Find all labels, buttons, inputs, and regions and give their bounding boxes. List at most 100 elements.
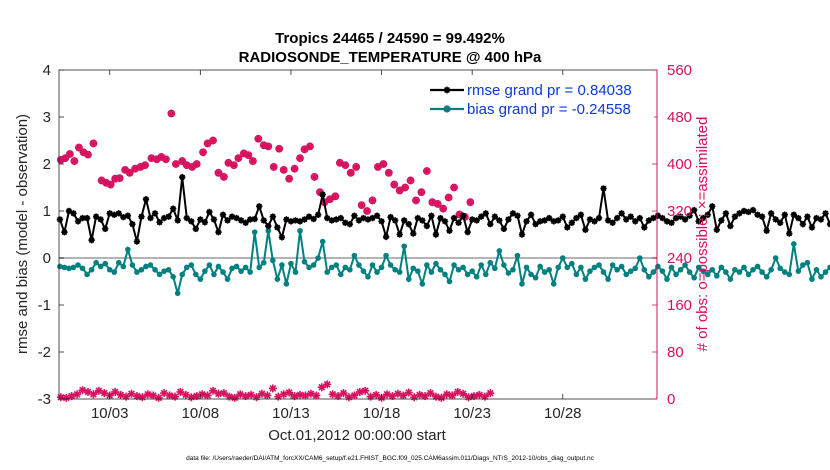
rmse-point-star [645, 217, 653, 224]
count-assimilated-point [404, 388, 413, 397]
rmse-point-star [455, 219, 462, 226]
rmse-point-star [641, 224, 648, 231]
rmse-point-star [555, 217, 562, 224]
chart-title: Tropics 24465 / 24590 = 99.492% [275, 30, 505, 47]
y-tick-label-left: -3 [38, 391, 51, 408]
count-possible-cross [199, 148, 207, 156]
rmse-point-star [595, 214, 603, 222]
count-possible-cross [116, 174, 124, 182]
rmse-point-star [151, 210, 159, 217]
bias-point [763, 274, 770, 280]
bias-point [709, 266, 716, 273]
rmse-point-star [278, 234, 286, 241]
rmse-point-star [822, 210, 829, 217]
bias-point [469, 268, 475, 274]
bias-point [93, 259, 99, 266]
bias-point [57, 263, 63, 270]
bias-point [446, 278, 453, 285]
x-tick-label: 10/13 [272, 405, 310, 422]
count-assimilated-point [111, 387, 120, 396]
rmse-point-star [564, 224, 571, 231]
rmse-point-star [423, 222, 431, 230]
count-possible-cross [203, 139, 212, 148]
legend: rmse grand pr = 0.84038 bias grand pr = … [428, 77, 654, 121]
rmse-point-star [718, 217, 725, 224]
y-tick-label-left: -2 [38, 344, 51, 361]
rmse-point-star [804, 213, 811, 220]
count-possible-cross [445, 193, 453, 202]
rmse-point-star [224, 217, 231, 224]
count-possible-cross [341, 161, 349, 169]
count-assimilated-point [209, 386, 218, 395]
bias-point [342, 264, 349, 271]
bias-point [288, 260, 294, 267]
rmse-point-star [686, 212, 693, 219]
rmse-point-star [500, 225, 508, 233]
count-assimilated-point [317, 383, 326, 392]
rmse-point-star [727, 222, 734, 230]
rmse-point-star [704, 211, 711, 218]
count-possible-cross [136, 163, 145, 171]
bias-point [686, 269, 693, 275]
rmse-point-star [681, 216, 689, 223]
bias-point [492, 265, 498, 272]
bias-point [251, 229, 258, 235]
rmse-point-star [636, 214, 643, 222]
bias-point [333, 262, 340, 268]
rmse-point-star [767, 210, 775, 217]
bias-point [224, 276, 231, 282]
bias-point [523, 264, 530, 271]
count-assimilated-point [480, 392, 489, 401]
rmse-point-star [92, 213, 100, 220]
count-possible-cross [230, 161, 238, 169]
bias-point [510, 266, 516, 273]
rmse-point-star [74, 218, 82, 225]
bias-point [356, 262, 362, 268]
bias-point [392, 266, 398, 273]
rmse-point-star [401, 217, 408, 224]
bias-point [655, 263, 661, 270]
count-possible-cross [209, 136, 217, 145]
bias-point [279, 262, 285, 268]
bias-point [795, 268, 802, 274]
rmse-point-star [197, 216, 204, 223]
bias-point [188, 262, 195, 268]
count-possible-cross [439, 205, 447, 213]
bias-point [61, 264, 68, 271]
count-possible-cross [167, 109, 175, 118]
bias-point [197, 276, 204, 282]
bias-point [156, 271, 163, 278]
rmse-point-star [319, 191, 326, 198]
bias-point [718, 264, 725, 271]
bias-point [202, 268, 208, 274]
bias-point [319, 238, 326, 245]
rmse-point-star [323, 214, 331, 222]
bias-point [818, 274, 824, 280]
bias-point [183, 264, 190, 271]
rmse-point-star [301, 216, 308, 223]
count-assimilated-point [339, 389, 348, 398]
rmse-point-star [405, 220, 412, 228]
count-assimilated-point [203, 391, 212, 400]
y-axis-label-right: # of obs: o=possible; ×=assimilated [694, 117, 711, 352]
y-tick-label-left: 0 [43, 250, 51, 267]
bias-point [206, 262, 213, 268]
bias-point [537, 263, 543, 270]
bias-point [546, 266, 552, 273]
y-tick-label-right: 320 [667, 203, 692, 220]
count-possible-cross [423, 167, 431, 175]
rmse-point-star [274, 224, 281, 231]
y-tick-label-right: 560 [667, 62, 692, 79]
x-tick-label: 10/03 [91, 405, 129, 422]
bias-point [138, 266, 145, 273]
bias-point [777, 265, 784, 272]
rmse-point-star [269, 213, 277, 220]
bias-point [292, 269, 299, 275]
rmse-point-star [219, 211, 227, 218]
count-possible-cross [379, 160, 387, 168]
rmse-point-star [731, 213, 739, 220]
bias-point [328, 264, 335, 271]
count-possible-cross [141, 161, 149, 169]
rmse-point-star [622, 216, 630, 223]
